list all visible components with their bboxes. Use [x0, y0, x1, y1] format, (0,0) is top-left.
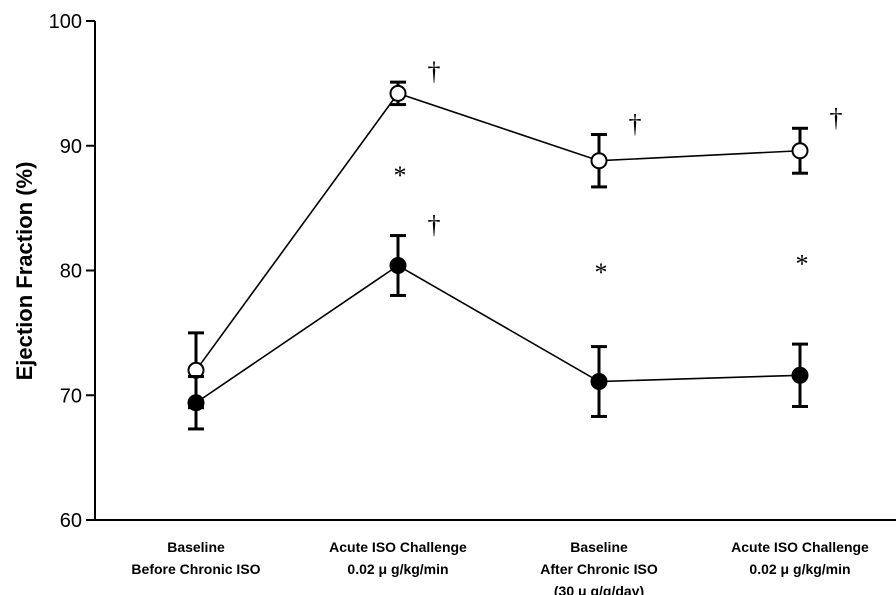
- y-tick-label: 70: [60, 385, 82, 407]
- significance-annotations: † † † † * * *: [394, 57, 843, 287]
- x-category-label-line: Acute ISO Challenge: [329, 539, 467, 555]
- series-2: [187, 234, 809, 431]
- x-category-label: Baseline Before Chronic ISO: [131, 539, 260, 577]
- data-point-filled: [590, 373, 608, 391]
- data-point-filled: [791, 366, 809, 384]
- x-category-label: Acute ISO Challenge 0.02 μ g/kg/min: [329, 539, 467, 577]
- dagger-annotation: †: [428, 211, 441, 240]
- dagger-annotation: †: [830, 103, 843, 132]
- data-point-filled: [187, 394, 205, 412]
- y-axis-ticks: 60 70 80 90 100: [49, 11, 95, 532]
- data-point-open: [791, 142, 809, 160]
- axes: [94, 21, 896, 521]
- x-category-label: Baseline After Chronic ISO (30 μ g/g/day): [540, 539, 658, 595]
- y-tick-label: 60: [60, 510, 82, 532]
- x-category-label-line: (30 μ g/g/day): [554, 583, 644, 595]
- x-axis-category-labels: Baseline Before Chronic ISO Acute ISO Chal…: [131, 539, 869, 595]
- series-line: [195, 92, 801, 371]
- x-category-label-line: After Chronic ISO: [540, 561, 658, 577]
- x-category-label-line: Baseline: [570, 539, 628, 555]
- data-series: [187, 80, 809, 431]
- data-point-filled: [389, 257, 407, 275]
- asterisk-annotation: *: [796, 250, 809, 279]
- data-point-open: [590, 152, 608, 170]
- x-category-label-line: 0.02 μ g/kg/min: [749, 561, 850, 577]
- dagger-annotation: †: [428, 57, 441, 86]
- x-category-label-line: Acute ISO Challenge: [731, 539, 869, 555]
- x-category-label-line: 0.02 μ g/kg/min: [347, 561, 448, 577]
- x-category-label-line: Baseline: [167, 539, 225, 555]
- asterisk-annotation: *: [394, 161, 407, 190]
- series-1: [187, 80, 809, 410]
- y-axis-title: Ejection Fraction (%): [12, 162, 37, 381]
- y-tick-label: 100: [49, 11, 82, 33]
- y-tick-label: 90: [60, 136, 82, 158]
- x-category-label: Acute ISO Challenge 0.02 μ g/kg/min: [731, 539, 869, 577]
- x-category-label-line: Before Chronic ISO: [131, 561, 260, 577]
- data-point-open: [389, 84, 407, 102]
- dagger-annotation: †: [629, 110, 642, 139]
- y-tick-label: 80: [60, 261, 82, 283]
- series-line: [195, 264, 801, 404]
- asterisk-annotation: *: [595, 258, 608, 287]
